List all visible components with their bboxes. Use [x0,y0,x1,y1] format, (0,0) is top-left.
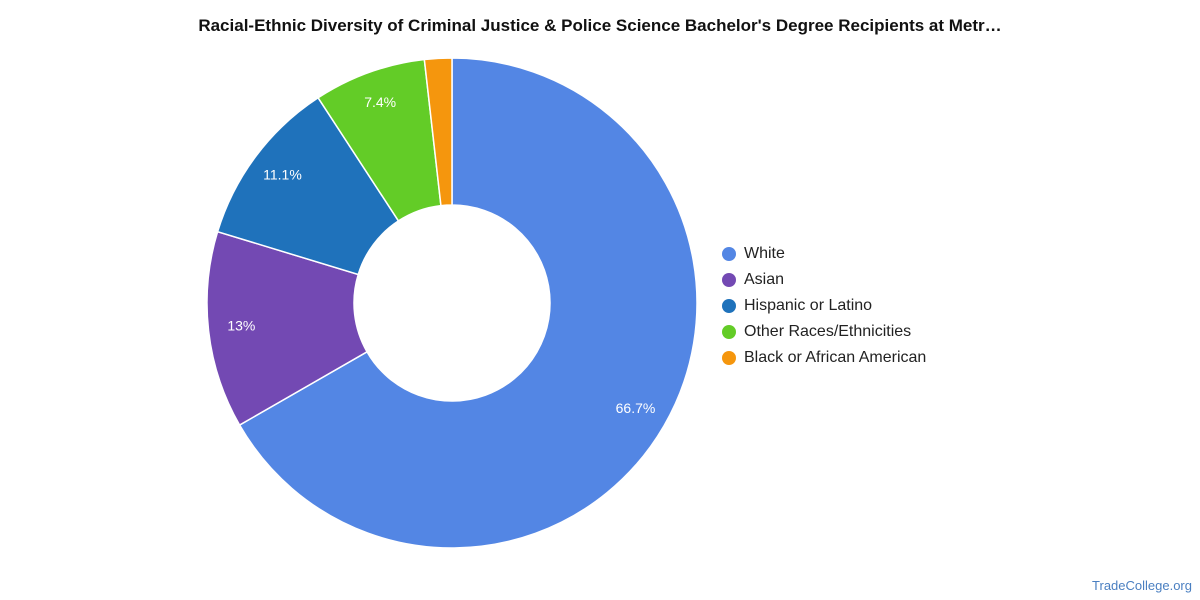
chart-legend: White Asian Hispanic or Latino Other Races/… [722,241,926,371]
legend-swatch [722,299,736,313]
legend-item-black-or-african-american[interactable]: Black or African American [722,345,926,371]
slice-asian[interactable] [206,230,369,427]
legend-label: White [744,245,785,262]
legend-item-other-races-ethnicities[interactable]: Other Races/Ethnicities [722,319,926,345]
chart-title: Racial-Ethnic Diversity of Criminal Just… [198,16,1002,35]
legend-label: Hispanic or Latino [744,297,873,314]
legend-swatch [722,247,736,261]
legend-label: Other Races/Ethnicities [744,323,912,340]
slice-hispanic-or-latino[interactable] [216,96,400,276]
legend-item-hispanic-or-latino[interactable]: Hispanic or Latino [722,293,926,319]
slice-label-other-races-ethnicities: 7.4% [364,94,396,110]
legend-label: Black or African American [744,349,927,366]
slice-label-hispanic-or-latino: 11.1% [263,166,302,182]
slice-label-white: 66.7% [616,400,656,416]
legend-label: Asian [744,271,785,288]
legend-item-asian[interactable]: Asian [722,267,926,293]
legend-swatch [722,325,736,339]
slice-white[interactable] [238,57,698,549]
slice-black-or-african-american[interactable] [423,57,453,207]
legend-swatch [722,351,736,365]
source-credit[interactable]: TradeCollege.org [1092,578,1192,593]
legend-item-white[interactable]: White [722,241,926,267]
legend-swatch [722,273,736,287]
slice-label-asian: 13% [227,318,255,334]
